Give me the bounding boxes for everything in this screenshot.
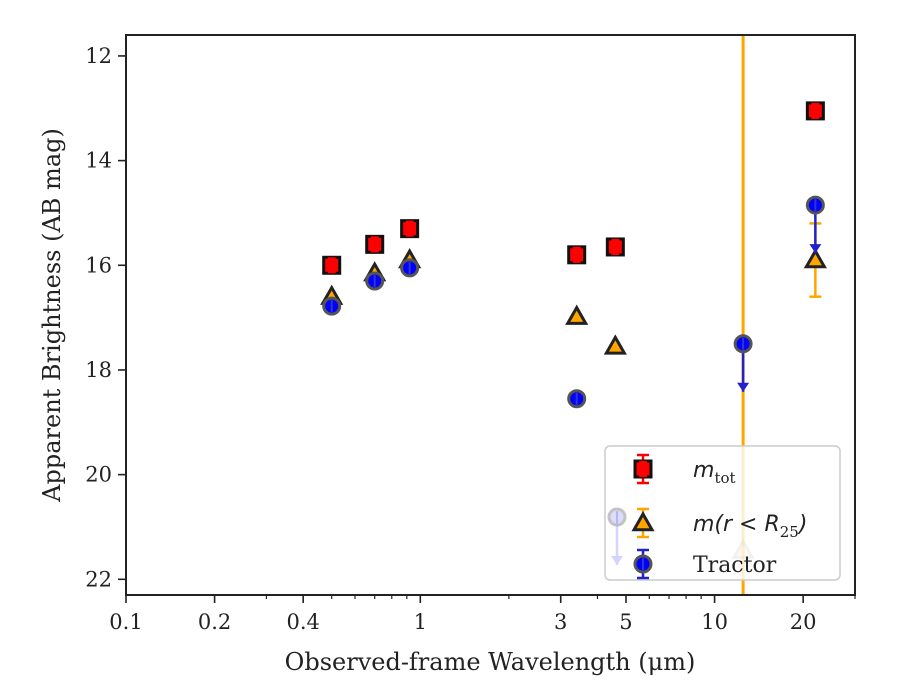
data-point-square [805,101,825,121]
x-axis-title: Observed-frame Wavelength (μm) [285,648,696,676]
data-point-circle [322,296,342,316]
data-point-square [567,245,587,265]
legend-label: m(r < R25) [693,512,807,541]
data-point-square [322,255,342,275]
data-point-triangle [603,334,627,355]
x-tick-label: 1 [414,610,427,634]
y-tick-label: 18 [85,358,112,382]
data-point-square [365,234,385,254]
data-point-square [400,219,420,239]
legend-marker-circle [633,554,653,574]
data-point-triangle [565,304,589,325]
y-axis-title: Apparent Brightness (AB mag) [38,128,66,503]
legend-marker-triangle [631,510,655,532]
x-tick-label: 0.2 [198,610,231,634]
data-point-circle [733,334,753,354]
x-tick-label: 5 [619,610,632,634]
legend-ghost-arrow [611,523,623,565]
plot-frame [125,34,856,596]
y-tick-label: 14 [85,149,112,173]
y-tick-label: 20 [85,463,112,487]
legend-box [604,445,841,581]
data-point-square [605,237,625,257]
y-tick-label: 16 [85,253,112,277]
x-tick-label: 20 [790,610,817,634]
legend: mtot m(r < R25) Tractor [604,445,841,581]
y-tick-label: 22 [85,567,112,591]
y-tick-label: 12 [85,44,112,68]
x-tick-label: 3 [554,610,567,634]
legend-label: Tractor [693,553,777,578]
legend-marker-square [633,459,653,479]
x-tick-label: 0.1 [109,610,142,634]
x-tick-label: 10 [701,610,728,634]
legend-ghost-circle [607,507,627,527]
data-point-circle [567,389,587,409]
data-point-circle [400,258,420,278]
data-point-circle [805,195,825,215]
legend-label: mtot [693,458,736,487]
x-tick-label: 0.4 [286,610,319,634]
data-point-circle [365,271,385,291]
data-point-triangle [803,248,827,269]
